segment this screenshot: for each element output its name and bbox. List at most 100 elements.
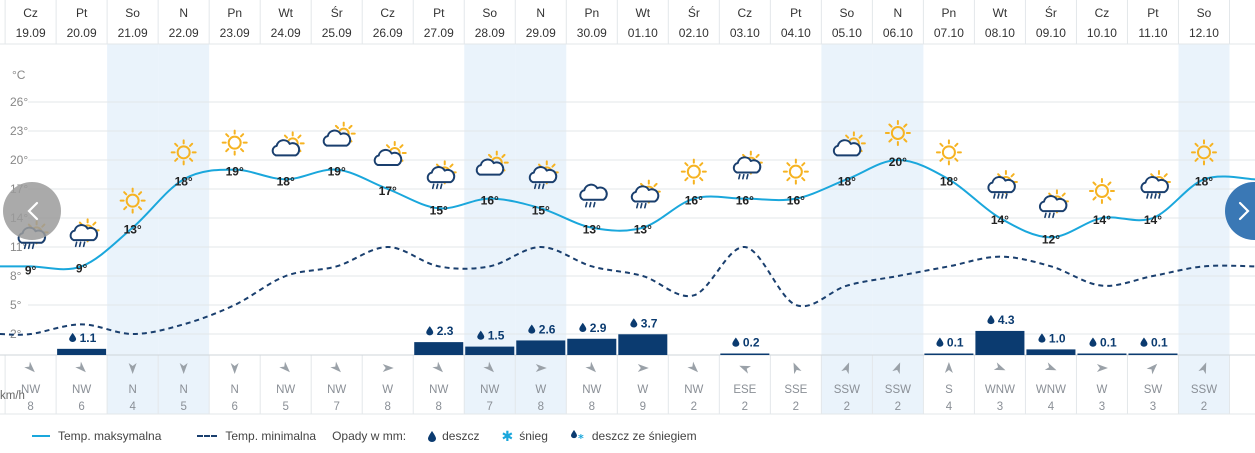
- sun-ray: [939, 157, 944, 162]
- wind-arrow-shape: [330, 361, 341, 373]
- y-tick-20: 20°: [10, 153, 28, 167]
- sun-icon: [119, 187, 146, 214]
- wind-arrow-icon: [739, 365, 751, 374]
- cloud-shape: [69, 224, 99, 242]
- sun-ray: [225, 133, 230, 138]
- wind-speed-12.10: 2: [1201, 401, 1207, 413]
- cloud-shape: [1038, 195, 1068, 213]
- sun-ray: [699, 177, 704, 182]
- day-name: Pn: [942, 6, 957, 20]
- day-date: 01.10: [628, 26, 658, 40]
- day-name: Wt: [278, 6, 293, 20]
- wind-direction-19.09: NW: [21, 384, 40, 396]
- day-name: Cz: [23, 6, 38, 20]
- wind-direction-20.09: NW: [72, 384, 91, 396]
- rain-streak: [742, 173, 745, 180]
- weekend-bands: [107, 44, 1230, 414]
- sun-rain-cloud-icon: [528, 160, 559, 190]
- sun-disc: [890, 126, 905, 140]
- cloud-shape: [475, 158, 505, 176]
- cloud-shape: [732, 156, 762, 174]
- legend-min-label: Temp. minimalna: [225, 429, 317, 443]
- wind-arrow-icon: [24, 361, 35, 373]
- precip-label-07.10: 0.1: [947, 336, 964, 350]
- next-button[interactable]: [1225, 182, 1255, 240]
- sun-ray: [348, 124, 353, 130]
- wind-arrow-icon: [637, 364, 649, 372]
- rain-streak: [1048, 212, 1051, 219]
- temp-labels: 9° 9° 13° 18° 19° 18° 19° 17° 15° 16° 15° 13° 13° 16°…: [25, 155, 1213, 277]
- wind-arrow-icon: [1044, 362, 1057, 371]
- sun-disc: [788, 164, 803, 179]
- wind-arrow-shape: [637, 364, 649, 372]
- forecast-chart: Cz19.09Pt20.09So21.09N22.09Pn23.09Wt24.0…: [0, 0, 1255, 415]
- wind-speed-28.09: 7: [487, 401, 493, 413]
- rain-streak: [1044, 212, 1047, 219]
- day-date: 25.09: [322, 26, 352, 40]
- wind-speed-29.09: 8: [538, 401, 544, 413]
- wind-arrow-icon: [179, 363, 188, 374]
- wind-direction-08.10: WNW: [985, 384, 1015, 396]
- cloud-sun-icon: [832, 131, 866, 157]
- sun-ray: [1209, 142, 1214, 147]
- wind-arrow-shape: [230, 363, 239, 374]
- wind-arrow-icon: [128, 363, 137, 374]
- weather-icons: [17, 120, 1217, 250]
- next-button-bg: [1225, 182, 1255, 240]
- wind-speed-23.09: 6: [231, 401, 237, 413]
- day-date: 29.09: [526, 26, 556, 40]
- wind-arrow-icon: [944, 362, 953, 373]
- sun-icon: [1190, 139, 1217, 166]
- weekend-band-29.09: [515, 44, 567, 414]
- rain-streak: [23, 243, 27, 250]
- cloud-shape: [987, 176, 1016, 194]
- day-name: So: [125, 6, 140, 20]
- wind-speed-26.09: 8: [385, 401, 391, 413]
- wind-arrow-shape: [483, 361, 494, 373]
- chevron-left-icon: [27, 201, 39, 221]
- max-temp-label-23.09: 19°: [226, 165, 244, 179]
- day-name: Pt: [790, 6, 802, 20]
- sun-rain-cloud-icon: [732, 150, 763, 180]
- sun-ray: [189, 157, 194, 162]
- precip-bar-28.09: [465, 346, 515, 355]
- wind-speed-19.09: 8: [27, 401, 33, 413]
- wind-arrow-shape: [432, 361, 443, 373]
- day-date: 19.09: [16, 26, 46, 40]
- precip-label-09.10: 1.0: [1049, 331, 1066, 345]
- prev-button[interactable]: [3, 182, 61, 240]
- wind-direction-23.09: N: [231, 384, 239, 396]
- rain-streak: [27, 243, 31, 250]
- max-temp-label-27.09: 15°: [430, 203, 448, 217]
- day-date: 12.10: [1189, 26, 1219, 40]
- rain-drop-icon: [477, 330, 485, 340]
- precip-bar-08.10: [975, 330, 1025, 355]
- sun-disc: [1094, 184, 1109, 198]
- day-name: Śr: [331, 5, 343, 20]
- legend-rain: deszcz: [422, 429, 479, 443]
- wind-arrow-icon: [1096, 364, 1108, 372]
- day-date: 09.10: [1036, 26, 1066, 40]
- rain-streak: [31, 243, 35, 250]
- sun-ray: [399, 144, 404, 149]
- rain-streak: [636, 202, 639, 209]
- sun-ray: [1092, 181, 1097, 186]
- max-temp-label-04.10: 16°: [787, 194, 805, 208]
- sun-ray: [240, 148, 245, 153]
- max-temp-line: [0, 158, 1255, 271]
- precip-bar-10.10: [1077, 353, 1127, 355]
- cloud-shape: [832, 139, 862, 157]
- wind-speed-25.09: 7: [334, 401, 340, 413]
- sun-ray: [903, 123, 908, 128]
- max-temp-label-02.10: 16°: [685, 194, 703, 208]
- rain-drop-icon: [732, 337, 740, 347]
- sun-disc: [176, 145, 191, 160]
- day-name: So: [840, 6, 855, 20]
- wind-row: NW 8 NW 6 N 4 N 5 N 6 NW 5 NW 7 W 8 NW 8 NW 7 W 8 NW 8 W 9 NW 2 ESE 2…: [0, 361, 1217, 413]
- wind-direction-03.10: ESE: [733, 384, 756, 396]
- max-temp-label-25.09: 19°: [328, 165, 346, 179]
- precip-label-11.10: 0.1: [1151, 336, 1168, 350]
- day-date: 21.09: [118, 26, 148, 40]
- day-date: 22.09: [169, 26, 199, 40]
- max-temp-label-10.10: 14°: [1093, 213, 1111, 227]
